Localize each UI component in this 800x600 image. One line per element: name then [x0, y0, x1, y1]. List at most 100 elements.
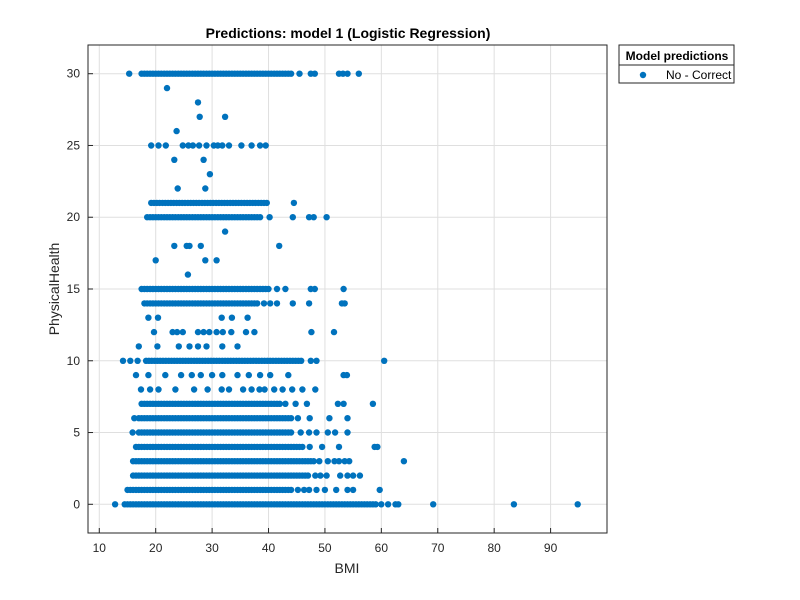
data-point	[129, 429, 136, 436]
x-tick-label: 90	[544, 541, 558, 555]
data-point	[177, 371, 185, 379]
data-point	[355, 70, 362, 77]
data-point	[344, 429, 351, 436]
legend-title: Model predictions	[626, 49, 729, 63]
data-point	[400, 458, 408, 465]
data-point	[574, 501, 581, 508]
data-point	[228, 314, 236, 321]
data-point	[172, 386, 179, 393]
data-point	[279, 386, 286, 393]
data-point	[289, 214, 296, 221]
data-point	[312, 472, 319, 479]
data-point	[317, 472, 324, 479]
data-point	[234, 343, 241, 350]
data-point	[310, 458, 317, 465]
data-point	[298, 357, 305, 364]
data-point	[344, 70, 351, 77]
data-point	[248, 142, 255, 149]
y-axis-label: PhysicalHealth	[46, 243, 62, 336]
data-point	[179, 328, 186, 336]
data-point	[148, 142, 155, 149]
data-point	[173, 127, 180, 135]
data-point	[266, 214, 273, 221]
data-point	[305, 486, 313, 494]
data-point	[374, 443, 381, 451]
data-point	[341, 458, 348, 465]
data-point	[290, 199, 298, 207]
data-point	[152, 257, 159, 264]
data-point	[111, 501, 119, 508]
data-point	[137, 386, 145, 393]
data-point	[131, 415, 138, 422]
x-tick-label: 20	[149, 541, 163, 555]
data-point	[134, 357, 141, 364]
data-point	[372, 501, 379, 508]
data-point	[267, 371, 274, 379]
data-point	[335, 458, 343, 465]
data-point	[185, 142, 192, 149]
plot-area: 10 20 30 40 50 60 70 80 90 0 5 10 15 20 25 30	[67, 44, 608, 555]
data-point	[163, 84, 171, 92]
data-point	[146, 386, 154, 393]
data-point	[256, 371, 264, 379]
data-point	[339, 70, 347, 77]
data-point	[175, 343, 182, 350]
data-point	[282, 400, 289, 407]
data-point	[190, 386, 198, 393]
data-point	[155, 386, 162, 393]
data-point	[186, 343, 193, 350]
data-point	[384, 501, 392, 508]
data-point	[179, 142, 186, 149]
y-tick-label: 15	[67, 282, 81, 296]
data-point	[197, 371, 204, 379]
data-point	[323, 472, 330, 479]
data-point	[173, 328, 181, 336]
data-point	[214, 142, 221, 149]
data-point	[311, 285, 318, 293]
x-tick-label: 60	[375, 541, 389, 555]
data-point	[127, 357, 134, 364]
data-point	[203, 343, 210, 350]
data-point	[256, 214, 264, 221]
y-tick-label: 25	[67, 138, 81, 152]
data-point	[184, 271, 192, 278]
data-point	[292, 400, 299, 407]
data-point	[219, 343, 226, 350]
data-point	[324, 429, 331, 436]
data-point	[154, 314, 162, 321]
data-point	[135, 343, 142, 350]
data-point	[369, 400, 377, 407]
data-point	[276, 242, 283, 250]
data-point	[299, 386, 306, 393]
data-point	[344, 415, 351, 422]
data-point	[356, 472, 364, 479]
data-point	[171, 156, 178, 163]
data-point	[297, 429, 304, 436]
data-point	[337, 472, 344, 479]
data-point	[260, 300, 268, 307]
data-point	[189, 142, 197, 149]
data-point	[219, 371, 226, 379]
data-point	[263, 199, 270, 207]
chart-title: Predictions: model 1 (Logistic Regressio…	[206, 25, 491, 41]
data-point	[262, 142, 269, 149]
data-point	[219, 328, 226, 336]
y-axis-ticks: 0 5 10 15 20 25 30	[67, 67, 93, 511]
x-tick-label: 70	[431, 541, 445, 555]
data-point	[248, 386, 255, 393]
x-tick-label: 30	[205, 541, 219, 555]
x-tick-label: 40	[262, 541, 276, 555]
data-point	[145, 314, 152, 321]
data-point	[334, 400, 342, 407]
data-point	[305, 300, 313, 307]
data-point	[395, 501, 402, 508]
data-point	[194, 99, 202, 106]
data-point	[194, 343, 202, 350]
data-point	[225, 142, 233, 149]
data-point	[381, 357, 388, 364]
data-point	[287, 486, 295, 494]
data-point	[304, 472, 312, 479]
data-point	[285, 371, 292, 379]
data-point	[294, 486, 302, 494]
